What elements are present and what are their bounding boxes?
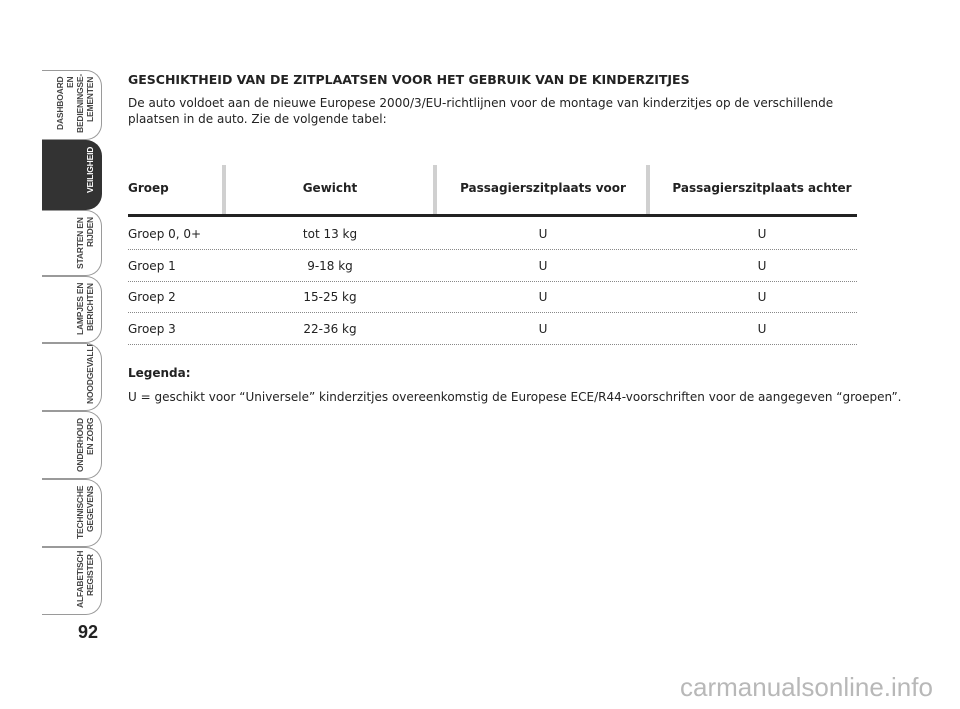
table-header-cell: Gewicht — [302, 181, 358, 195]
tab-label-line: ONDERHOUD — [75, 418, 85, 472]
tab-label-line: ALFABETISCH — [75, 550, 85, 608]
tab-label-line: RIJDEN — [85, 217, 95, 247]
tab-label-line: GEGEVENS — [85, 486, 95, 533]
table-header-cell: Groep — [128, 181, 169, 195]
tab-label-line: NOODGEVALLEN — [85, 343, 95, 404]
tab-label: STARTEN EN RIJDEN — [75, 217, 95, 269]
legend-text: U = geschikt voor “Universele” kinderzit… — [128, 390, 902, 404]
table-cell: 22-36 kg — [303, 321, 357, 336]
tab-label-line: VEILIGHEID — [85, 147, 95, 194]
tab-label: NOODGEVALLEN — [85, 343, 95, 404]
row-divider — [128, 312, 857, 313]
sidebar-tab[interactable]: ONDERHOUD EN ZORG — [42, 411, 102, 479]
table-cell: U — [757, 321, 767, 336]
table-cell: Groep 2 — [128, 290, 176, 304]
legend-title: Legenda: — [128, 366, 191, 380]
sidebar-tab[interactable]: DASHBOARD EN BEDIENINGSE- LEMENTEN — [42, 70, 102, 140]
table-cell: U — [757, 227, 767, 241]
table-cell: Groep 3 — [128, 321, 176, 336]
table-header-cell: Passagierszitplaats voor — [460, 181, 626, 195]
sidebar-tab[interactable]: LAMPJES EN BERICHTEN — [42, 276, 102, 343]
tab-label-line: DASHBOARD EN — [55, 77, 75, 131]
row-divider — [128, 249, 857, 250]
header-rule — [128, 214, 857, 217]
tab-label-line: EN ZORG — [85, 418, 95, 456]
table-cell: U — [757, 290, 767, 304]
tab-label: TECHNISCHE GEGEVENS — [75, 486, 95, 540]
table-cell: U — [757, 258, 767, 273]
tab-label-line: TECHNISCHE — [75, 486, 85, 540]
tab-label-line: STARTEN EN — [75, 217, 85, 269]
sidebar-tab[interactable]: NOODGEVALLEN — [42, 343, 102, 411]
table-cell: Groep 1 — [128, 258, 176, 273]
table-cell: U — [538, 290, 548, 304]
sidebar-tab[interactable]: ALFABETISCH REGISTER — [42, 547, 102, 615]
column-separator — [646, 165, 650, 215]
table-cell: tot 13 kg — [302, 227, 358, 241]
table-cell: Groep 0, 0+ — [128, 227, 202, 241]
tab-label-line: BEDIENINGSE- — [75, 74, 85, 133]
tab-label-line: LEMENTEN — [85, 77, 95, 123]
table-cell: U — [538, 321, 548, 336]
column-separator — [433, 165, 437, 215]
column-separator — [222, 165, 226, 215]
tab-label-line: REGISTER — [85, 554, 95, 596]
tab-label-line: BERICHTEN — [85, 283, 95, 331]
row-divider — [128, 343, 857, 345]
table-cell: 15-25 kg — [303, 290, 357, 304]
table-cell: 9-18 kg — [307, 258, 353, 273]
tab-label: VEILIGHEID — [85, 147, 95, 203]
section-title: GESCHIKTHEID VAN DE ZITPLAATSEN VOOR HET… — [128, 72, 690, 87]
page-number: 92 — [78, 622, 99, 642]
tab-label: DASHBOARD EN BEDIENINGSE- LEMENTEN — [55, 74, 95, 133]
tab-label-line: LAMPJES EN — [75, 283, 85, 336]
tab-label: LAMPJES EN BERICHTEN — [75, 283, 95, 336]
tab-label: ONDERHOUD EN ZORG — [75, 418, 95, 472]
table-cell: U — [538, 258, 548, 273]
tab-label: ALFABETISCH REGISTER — [75, 550, 95, 608]
table-cell: U — [538, 227, 548, 241]
sidebar-tab[interactable]: TECHNISCHE GEGEVENS — [42, 479, 102, 547]
row-divider — [128, 280, 857, 282]
sidebar-tab[interactable]: STARTEN EN RIJDEN — [42, 210, 102, 276]
watermark: carmanualsonline.info — [680, 672, 933, 702]
table-header-cell: Passagierszitplaats achter — [672, 181, 852, 195]
sidebar-tab[interactable]: VEILIGHEID — [42, 140, 102, 210]
intro: De auto voldoet aan de nieuwe Europese 2… — [128, 96, 834, 126]
